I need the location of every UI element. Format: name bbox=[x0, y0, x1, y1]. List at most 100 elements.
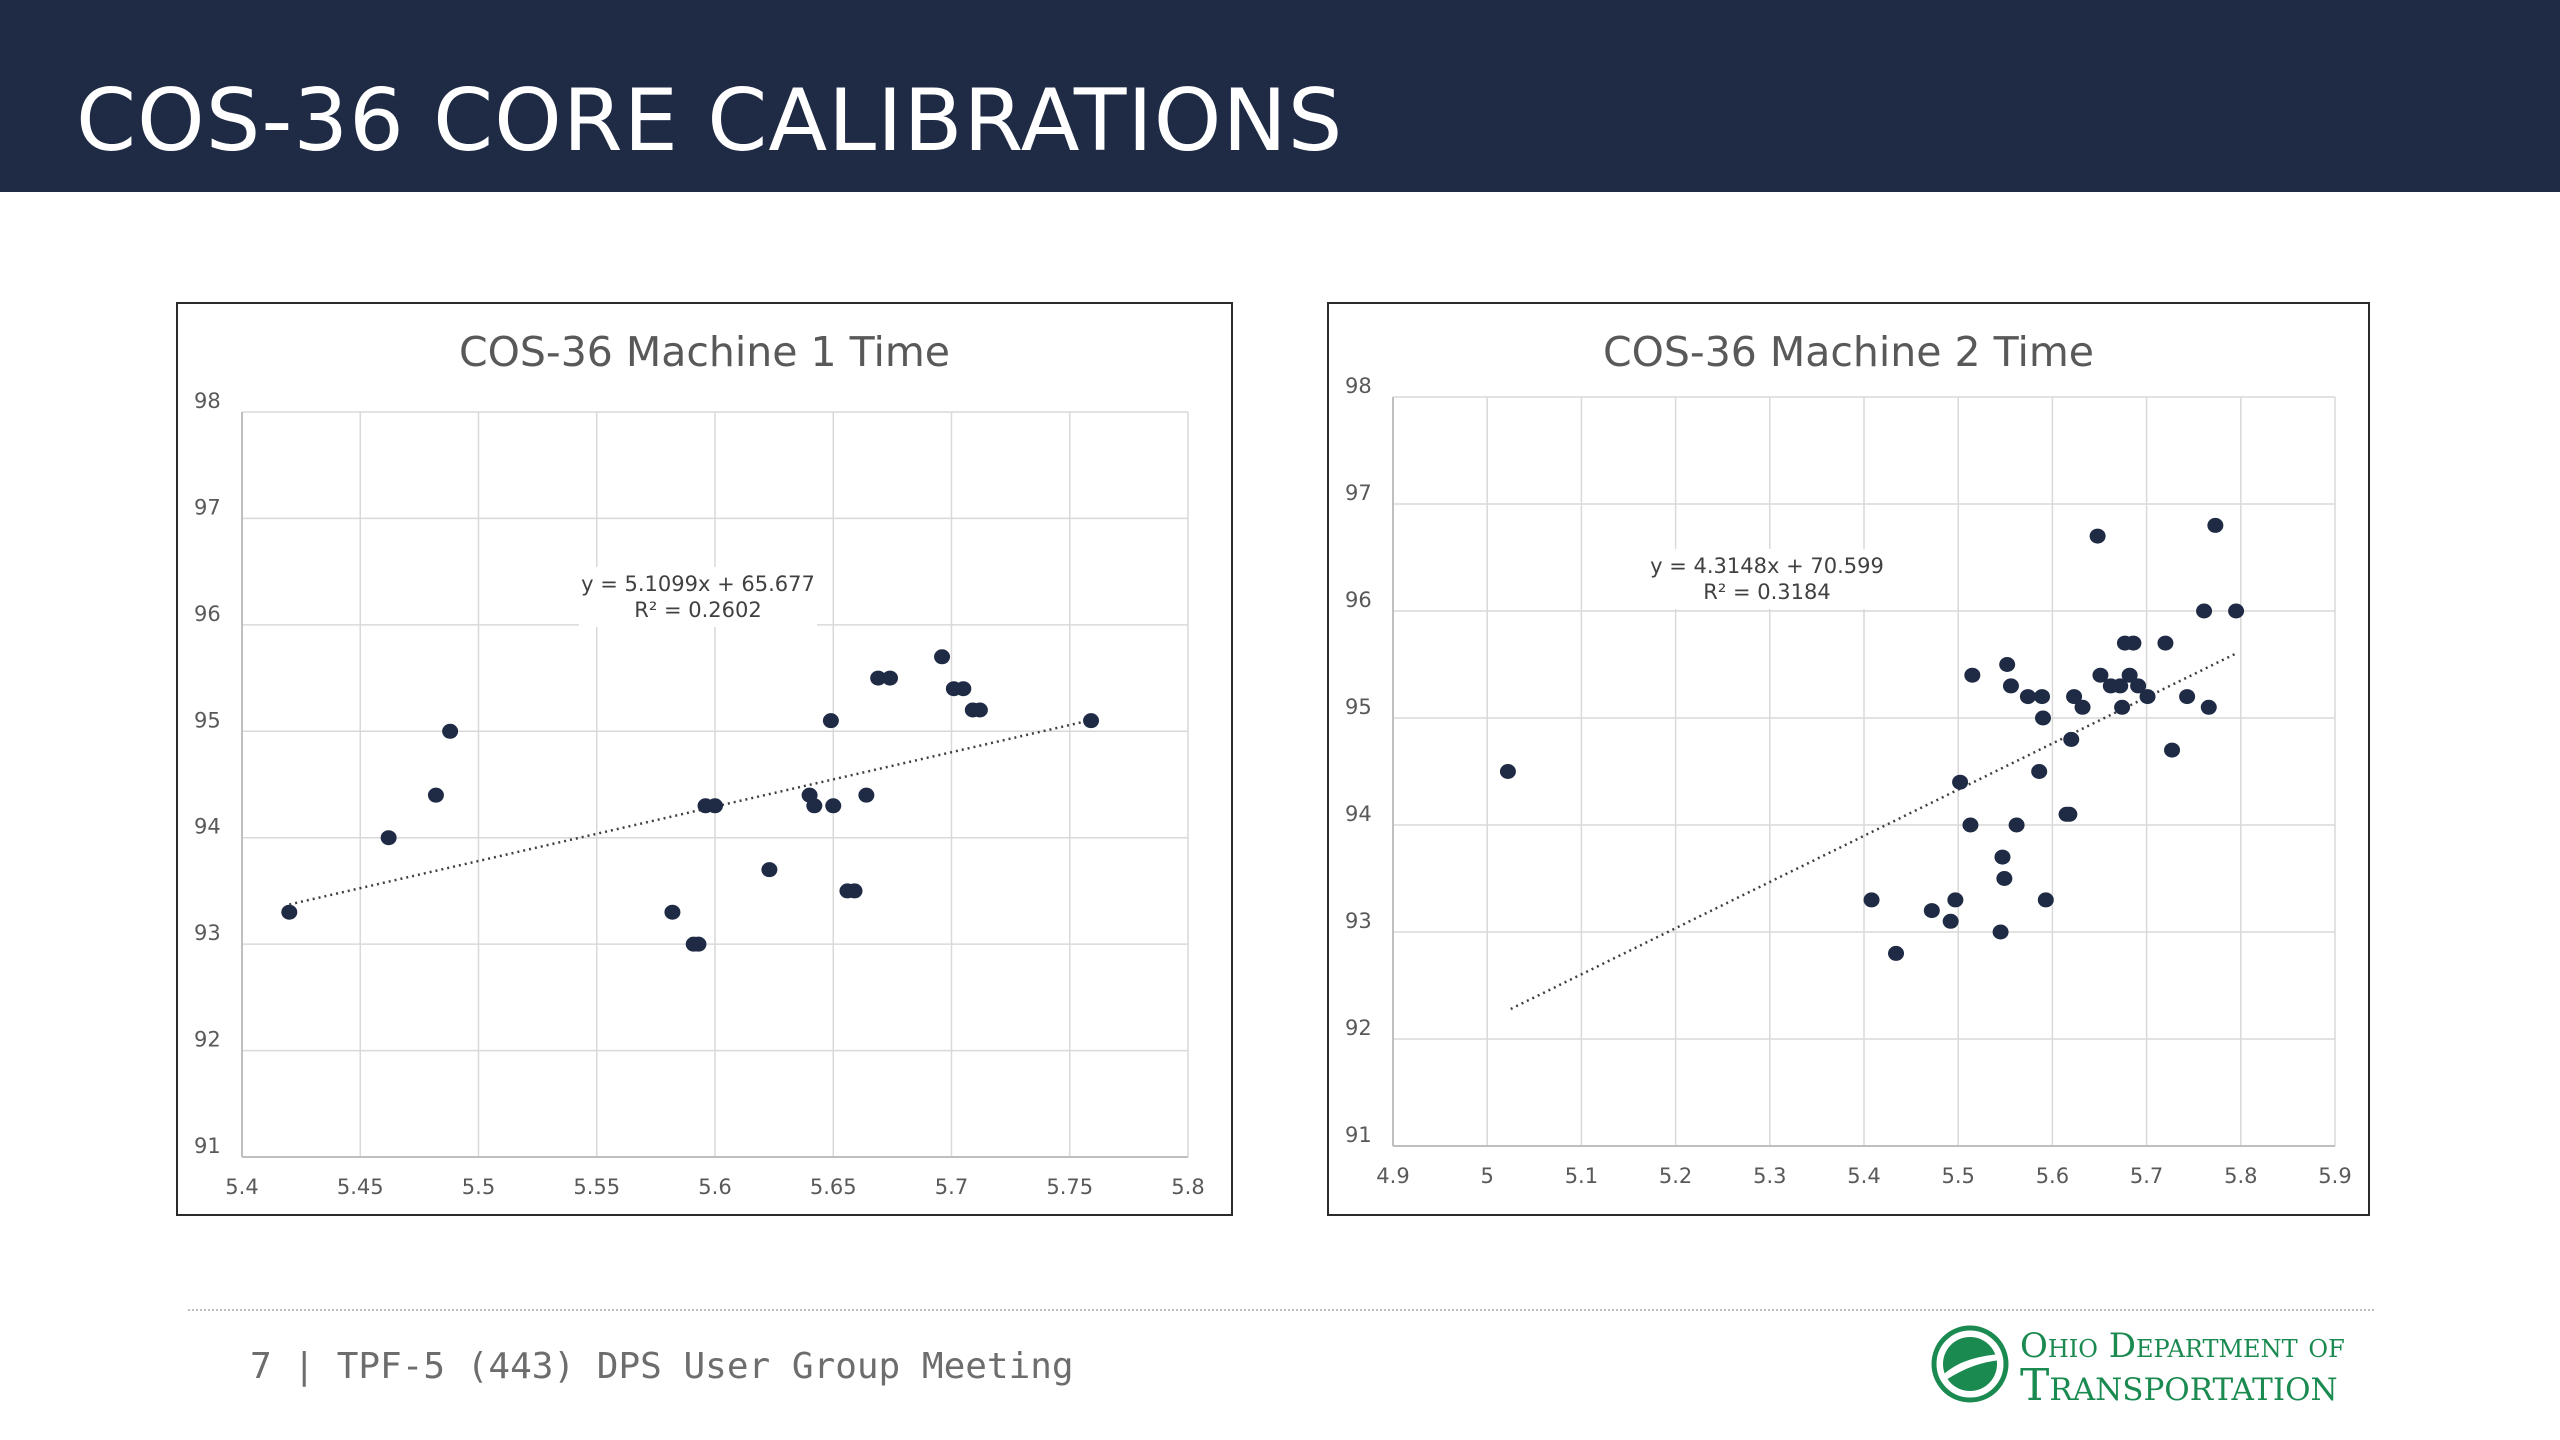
machine-2-data-point bbox=[1863, 892, 1880, 908]
machine-2-x-tick-label: 5.2 bbox=[1659, 1164, 1692, 1188]
odot-emblem-icon bbox=[1931, 1325, 2009, 1403]
footer-divider bbox=[188, 1309, 2374, 1311]
machine-2-data-point bbox=[2112, 678, 2129, 694]
machine-1-x-tick-label: 5.8 bbox=[1171, 1175, 1204, 1199]
machine-1-y-tick-label: 94 bbox=[194, 815, 221, 839]
machine-2-data-point bbox=[1942, 913, 1959, 929]
machine-1-data-point bbox=[870, 670, 887, 686]
machine-2-data-point bbox=[1996, 871, 2013, 886]
machine-2-x-tick-label: 5.8 bbox=[2224, 1164, 2257, 1188]
machine-1-data-point bbox=[934, 649, 951, 665]
logo-text-line1: Ohio Department of bbox=[2020, 1326, 2345, 1366]
machine-1-data-point bbox=[761, 862, 778, 878]
machine-1-x-tick-label: 5.4 bbox=[225, 1175, 258, 1199]
machine-2-data-point bbox=[1994, 849, 2011, 865]
machine-1-data-point bbox=[806, 798, 823, 814]
machine-2-trendline-equation: y = 4.3148x + 70.599 bbox=[1650, 554, 1884, 578]
machine-2-x-tick-label: 5.7 bbox=[2130, 1164, 2163, 1188]
machine-2-data-point bbox=[1947, 892, 1964, 908]
machine-1-data-point bbox=[955, 681, 972, 697]
machine-2-data-point bbox=[1999, 657, 2016, 672]
machine-1-data-point bbox=[882, 670, 899, 686]
machine-1-data-point bbox=[858, 787, 875, 803]
odot-logo: Ohio Department of Transportation bbox=[1930, 1322, 2370, 1412]
machine-2-data-point bbox=[1888, 945, 1905, 961]
machine-1-data-point bbox=[822, 713, 839, 729]
machine-2-x-tick-label: 5.9 bbox=[2318, 1164, 2351, 1188]
machine-1-y-tick-label: 96 bbox=[194, 602, 221, 626]
machine-2-r-squared: R² = 0.3184 bbox=[1703, 580, 1830, 604]
machine-2-data-point bbox=[2228, 603, 2245, 619]
machine-1-y-tick-label: 93 bbox=[194, 921, 221, 945]
machine-2-data-point bbox=[1992, 924, 2009, 940]
machine-2-data-point bbox=[2034, 710, 2051, 726]
machine-1-x-tick-label: 5.55 bbox=[573, 1175, 620, 1199]
machine-2-data-point bbox=[1962, 817, 1979, 833]
machine-1-r-squared: R² = 0.2602 bbox=[634, 598, 761, 622]
machine-2-data-point bbox=[2164, 742, 2181, 758]
machine-2-chart-title: COS-36 Machine 2 Time bbox=[1603, 328, 2094, 376]
machine-2-data-point bbox=[2066, 689, 2083, 705]
machine-1-y-tick-label: 98 bbox=[194, 389, 221, 413]
footer-caption: 7 | TPF-5 (443) DPS User Group Meeting bbox=[250, 1346, 1074, 1387]
machine-2-x-tick-label: 5.1 bbox=[1565, 1164, 1598, 1188]
machine-1-x-tick-label: 5.45 bbox=[337, 1175, 384, 1199]
machine-2-data-point bbox=[2089, 528, 2106, 544]
machine-1-x-tick-label: 5.6 bbox=[698, 1175, 731, 1199]
machine-2-data-point bbox=[2207, 517, 2224, 533]
machine-2-y-tick-label: 95 bbox=[1345, 695, 1372, 719]
machine-2-data-point bbox=[2019, 689, 2036, 705]
machine-1-trendline bbox=[289, 718, 1094, 906]
machine-2-y-tick-label: 91 bbox=[1345, 1123, 1372, 1147]
machine-2-y-tick-label: 94 bbox=[1345, 802, 1372, 826]
machine-1-y-tick-label: 97 bbox=[194, 495, 221, 519]
machine-1-y-tick-label: 95 bbox=[194, 708, 221, 732]
machine-2-data-point bbox=[2092, 667, 2109, 683]
machine-1-y-tick-label: 92 bbox=[194, 1028, 221, 1052]
machine-1-x-tick-label: 5.65 bbox=[810, 1175, 857, 1199]
machine-2-data-point bbox=[1952, 774, 1969, 790]
machine-2-data-point bbox=[2037, 892, 2054, 908]
machine-1-x-tick-label: 5.7 bbox=[935, 1175, 968, 1199]
machine-2-x-tick-label: 5.3 bbox=[1753, 1164, 1786, 1188]
machine-2-data-point bbox=[2196, 603, 2213, 619]
machine-2-x-tick-label: 5.5 bbox=[1941, 1164, 1974, 1188]
machine-2-data-point bbox=[2034, 689, 2051, 705]
machine-1-y-tick-label: 91 bbox=[194, 1134, 221, 1158]
machine-2-y-tick-label: 93 bbox=[1345, 909, 1372, 933]
machine-2-data-point bbox=[2002, 678, 2019, 694]
machine-1-trendline-equation: y = 5.1099x + 65.677 bbox=[581, 572, 815, 596]
machine-2-data-point bbox=[2063, 731, 2080, 747]
title-bar: COS-36 CORE CALIBRATIONS bbox=[0, 0, 2560, 192]
machine-2-data-point bbox=[2061, 806, 2078, 822]
machine-1-data-point bbox=[846, 883, 863, 899]
machine-2-data-point bbox=[2074, 699, 2091, 715]
machine-2-x-tick-label: 4.9 bbox=[1376, 1164, 1409, 1188]
machine-2-data-point bbox=[2031, 764, 2048, 779]
machine-2-data-point bbox=[2121, 667, 2138, 683]
machine-1-data-point bbox=[971, 702, 988, 718]
machine-2-data-point bbox=[2125, 635, 2142, 651]
machine-1-data-point bbox=[427, 787, 444, 803]
machine-2-y-tick-label: 96 bbox=[1345, 588, 1372, 612]
machine-2-y-tick-label: 92 bbox=[1345, 1016, 1372, 1040]
machine-1-x-tick-label: 5.5 bbox=[462, 1175, 495, 1199]
machine-2-x-tick-label: 5.6 bbox=[2036, 1164, 2069, 1188]
machine-2-data-point bbox=[2130, 678, 2147, 694]
machine-1-x-tick-label: 5.75 bbox=[1046, 1175, 1093, 1199]
machine-2-data-point bbox=[1923, 903, 1940, 919]
machine-2-data-point bbox=[2157, 635, 2174, 651]
machine-2-data-point bbox=[2179, 689, 2196, 705]
machine-1-data-point bbox=[825, 798, 842, 814]
machine-2-y-tick-label: 98 bbox=[1345, 374, 1372, 398]
machine-1-data-point bbox=[380, 830, 397, 846]
machine-1-data-point bbox=[281, 904, 298, 920]
machine-2-trendline bbox=[1510, 652, 2237, 1011]
machine-2-data-point bbox=[1499, 764, 1516, 779]
machine-1-chart-title: COS-36 Machine 1 Time bbox=[459, 328, 950, 376]
machine-1-data-point bbox=[707, 798, 723, 814]
machine-2-data-point bbox=[2139, 689, 2156, 705]
machine-1-data-point bbox=[442, 723, 459, 739]
machine-2-equation-box bbox=[1648, 549, 1886, 609]
slide-title: COS-36 CORE CALIBRATIONS bbox=[76, 71, 1344, 171]
